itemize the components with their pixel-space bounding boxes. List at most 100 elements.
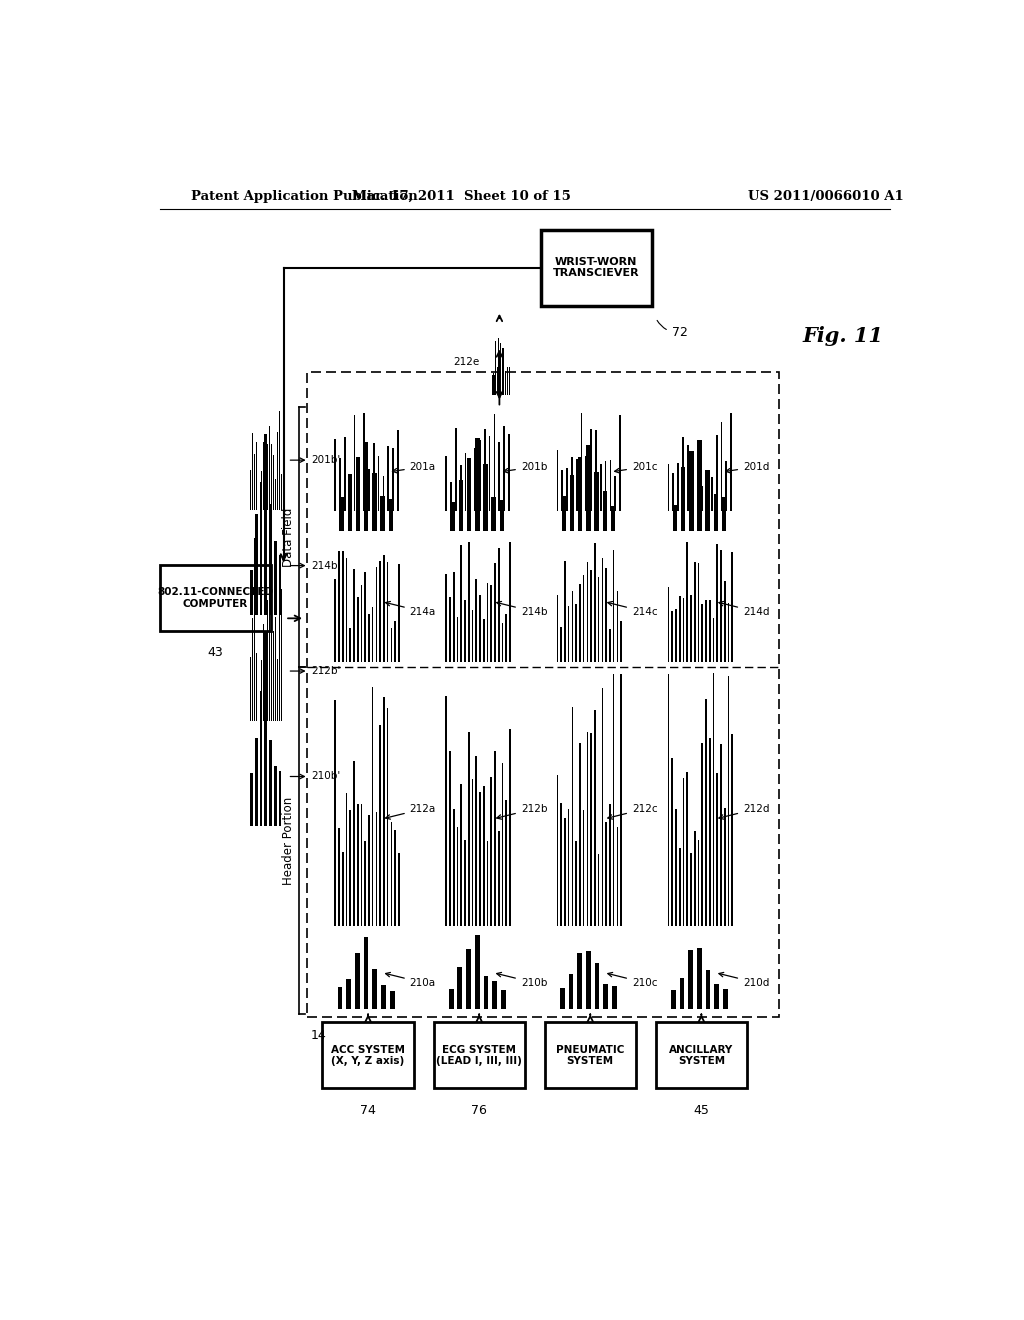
- Bar: [722, 498, 726, 532]
- Bar: [451, 482, 452, 511]
- Bar: [697, 564, 699, 661]
- Bar: [605, 568, 607, 661]
- Bar: [682, 437, 684, 511]
- Bar: [724, 808, 726, 925]
- Bar: [464, 840, 466, 925]
- Bar: [557, 775, 558, 925]
- Bar: [279, 771, 282, 826]
- Text: 212b: 212b: [497, 804, 548, 820]
- Bar: [655, 1022, 748, 1089]
- Bar: [579, 585, 581, 661]
- Bar: [497, 367, 500, 395]
- Bar: [368, 614, 370, 661]
- Bar: [483, 463, 487, 532]
- Bar: [594, 544, 596, 661]
- Bar: [679, 595, 681, 661]
- Bar: [578, 457, 583, 532]
- Bar: [383, 477, 384, 511]
- Bar: [355, 953, 359, 1008]
- Bar: [379, 726, 381, 925]
- Text: 214c: 214c: [608, 602, 657, 616]
- Bar: [731, 734, 733, 925]
- Bar: [344, 437, 346, 511]
- Bar: [675, 809, 677, 925]
- Bar: [483, 785, 484, 925]
- Bar: [566, 467, 568, 511]
- Bar: [575, 841, 577, 925]
- Bar: [672, 611, 673, 661]
- Bar: [460, 465, 462, 511]
- Bar: [495, 562, 496, 661]
- Bar: [387, 446, 389, 511]
- Text: 210d: 210d: [719, 973, 769, 987]
- Bar: [260, 690, 262, 826]
- Bar: [601, 688, 603, 925]
- Bar: [586, 950, 591, 1008]
- Bar: [672, 758, 673, 925]
- Bar: [605, 461, 606, 511]
- Bar: [255, 515, 258, 615]
- Bar: [398, 564, 399, 661]
- Bar: [709, 599, 711, 661]
- Bar: [598, 854, 599, 925]
- Bar: [616, 826, 618, 925]
- Bar: [706, 700, 707, 925]
- Bar: [269, 741, 272, 826]
- Bar: [475, 579, 477, 661]
- Bar: [675, 609, 677, 661]
- Bar: [561, 496, 566, 532]
- Bar: [711, 478, 713, 511]
- Bar: [614, 475, 616, 511]
- Bar: [365, 841, 366, 925]
- Text: 210b: 210b: [497, 973, 547, 987]
- Bar: [274, 766, 276, 826]
- Text: Mar. 17, 2011  Sheet 10 of 15: Mar. 17, 2011 Sheet 10 of 15: [352, 190, 570, 202]
- Bar: [264, 631, 267, 826]
- Bar: [339, 498, 344, 532]
- Text: 214a: 214a: [386, 602, 436, 616]
- Bar: [701, 486, 703, 511]
- Bar: [449, 989, 454, 1008]
- Bar: [458, 968, 462, 1008]
- Bar: [349, 628, 351, 661]
- Bar: [571, 591, 573, 661]
- Bar: [673, 506, 677, 532]
- Bar: [575, 458, 578, 511]
- Bar: [612, 673, 614, 925]
- Bar: [586, 457, 587, 511]
- Bar: [381, 985, 386, 1008]
- Bar: [372, 473, 377, 532]
- Bar: [502, 763, 504, 925]
- Bar: [701, 743, 703, 925]
- Text: 212b': 212b': [290, 667, 341, 676]
- Bar: [392, 447, 394, 511]
- Bar: [568, 974, 573, 1008]
- Bar: [373, 444, 375, 511]
- Bar: [567, 809, 569, 925]
- Bar: [461, 545, 462, 661]
- Bar: [713, 619, 715, 661]
- Bar: [376, 812, 377, 925]
- Bar: [509, 543, 511, 661]
- Bar: [694, 562, 695, 661]
- Bar: [453, 572, 455, 661]
- Text: Header Portion: Header Portion: [282, 796, 295, 884]
- Bar: [372, 607, 374, 661]
- Bar: [459, 479, 463, 532]
- Bar: [706, 970, 711, 1008]
- Bar: [621, 673, 622, 925]
- Bar: [690, 595, 692, 661]
- Text: 72: 72: [657, 321, 687, 339]
- Bar: [457, 616, 459, 661]
- Bar: [677, 462, 679, 511]
- Bar: [557, 595, 558, 661]
- Bar: [609, 630, 610, 661]
- Text: 43: 43: [208, 647, 223, 659]
- Text: 214d: 214d: [719, 602, 770, 616]
- Bar: [561, 470, 563, 511]
- Bar: [450, 597, 451, 661]
- Bar: [334, 438, 336, 511]
- Bar: [694, 832, 695, 925]
- Bar: [697, 440, 701, 532]
- Bar: [387, 709, 388, 925]
